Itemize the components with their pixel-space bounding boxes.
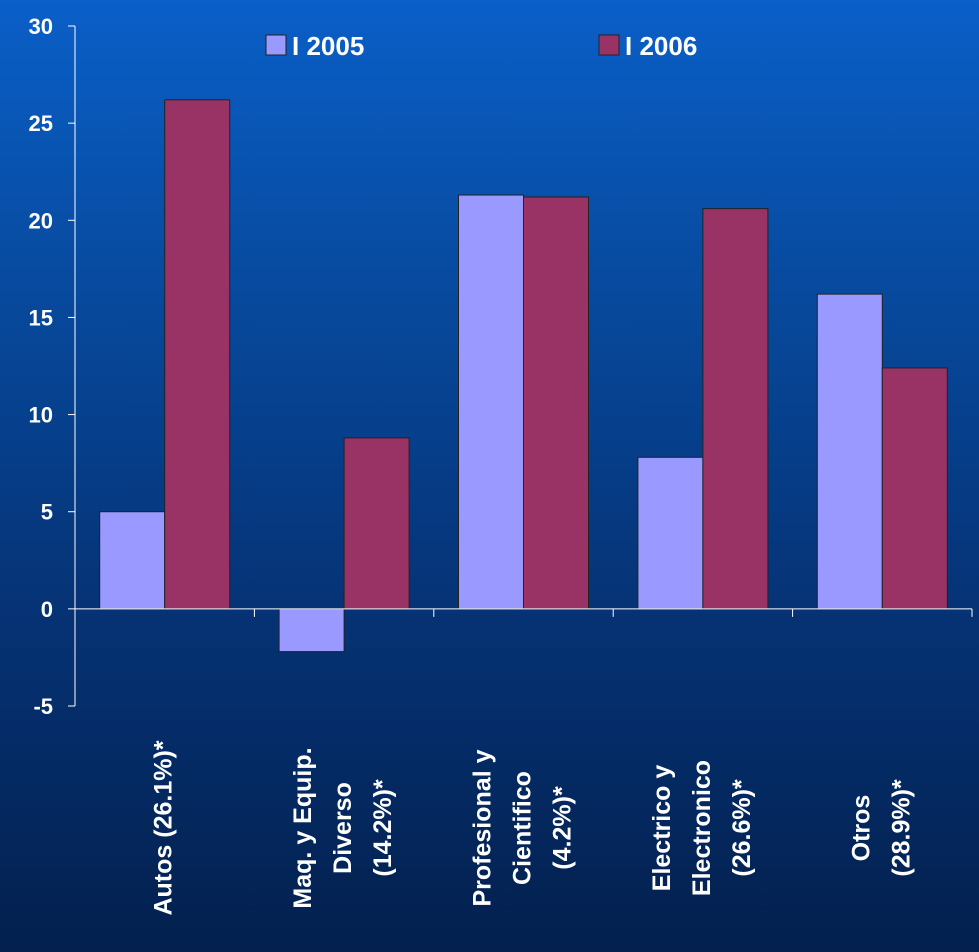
bar-2-3: [523, 196, 589, 610]
axes: [68, 25, 973, 707]
legend-label-1: I 2005: [292, 31, 364, 61]
x-category-label: Profesional y: [469, 749, 497, 906]
x-category-label: Maq. y Equip.: [289, 747, 317, 908]
bar-2-2: [343, 437, 410, 610]
y-tick-label: 10: [29, 403, 53, 428]
bar-1-3: [458, 194, 524, 610]
x-category-label: (14.2%)*: [369, 779, 397, 877]
bar-2-1: [164, 99, 231, 610]
bar-1-2: [278, 608, 345, 653]
y-tick-label: 0: [41, 597, 53, 622]
y-tick-label: 30: [29, 14, 53, 39]
x-category-labels: Autos (26.1%)* Maq. y Equip. Diverso (14.2%…: [150, 740, 916, 915]
bar-2-4: [702, 208, 769, 610]
x-category-label: Electronico: [688, 760, 716, 896]
legend: I 2005 I 2006: [265, 31, 697, 61]
y-tick-label: -5: [33, 694, 53, 719]
y-tick-label: 25: [29, 111, 53, 136]
bar-1-1: [99, 511, 166, 610]
x-category-label: Electrico y: [648, 765, 676, 892]
y-tick-labels: -5 0 5 10 15 20 25 30: [29, 14, 53, 719]
x-category-label: (4.2%)*: [549, 786, 577, 870]
y-tick-label: 5: [41, 500, 53, 525]
bar-2-5: [881, 367, 948, 610]
y-tick-label: 20: [29, 208, 53, 233]
legend-label-2: I 2006: [625, 31, 697, 61]
y-tick-label: 15: [29, 305, 53, 330]
bar-1-5: [816, 293, 883, 610]
bars: [99, 99, 948, 653]
x-category-label: (28.9%)*: [887, 779, 915, 877]
x-category-label: Cientifico: [509, 771, 537, 885]
x-category-label: Diverso: [329, 782, 357, 874]
legend-swatch-2: [598, 34, 620, 56]
x-category-label: Otros: [847, 795, 875, 862]
x-category-label: (26.6%)*: [728, 779, 756, 877]
legend-swatch-1: [265, 34, 287, 56]
x-category-label: Autos (26.1%)*: [150, 740, 178, 915]
bar-1-4: [637, 456, 704, 610]
